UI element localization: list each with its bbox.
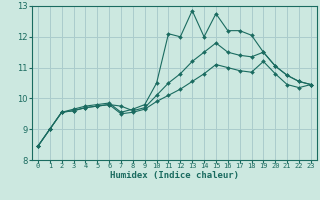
X-axis label: Humidex (Indice chaleur): Humidex (Indice chaleur)	[110, 171, 239, 180]
